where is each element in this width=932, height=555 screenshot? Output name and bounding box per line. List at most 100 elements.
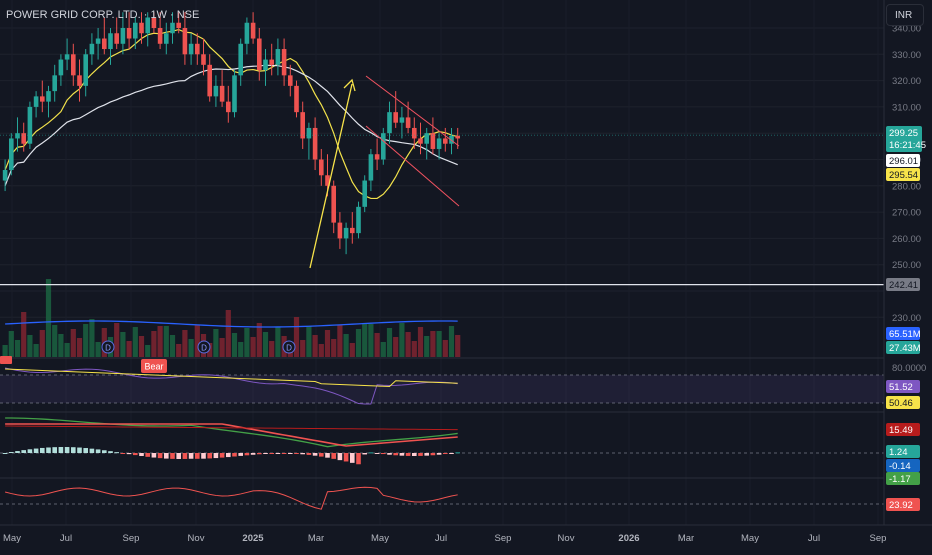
- macd-histogram-bar: [71, 447, 76, 453]
- ma-slow-tag: 296.01: [889, 156, 918, 167]
- macd-histogram-bar: [2, 453, 8, 454]
- x-tick-label: Nov: [188, 533, 205, 544]
- x-tick-label: May: [741, 533, 759, 544]
- macd-histogram-bar: [331, 453, 336, 459]
- macd-histogram-bar: [405, 453, 411, 456]
- y-tick-label: 340.00: [892, 24, 921, 35]
- dividend-marker-icon: [101, 340, 115, 354]
- volume-bar: [76, 338, 83, 357]
- macd-histogram-bar: [418, 453, 423, 456]
- volume-bar: [355, 329, 362, 357]
- candle-body: [77, 75, 82, 86]
- candle-body: [443, 138, 448, 144]
- adx-line: [4, 486, 458, 510]
- volume-bar: [244, 328, 250, 357]
- macd-histogram-bar: [294, 453, 299, 454]
- candle-body: [418, 138, 423, 144]
- y-tick-label: 310.00: [892, 102, 921, 113]
- macd-histogram-bar: [232, 453, 237, 457]
- volume-bar: [324, 330, 331, 357]
- volume-bar: [151, 331, 157, 357]
- y-tick-label: 280.00: [892, 181, 921, 192]
- candle-body: [263, 59, 268, 71]
- macd-histogram-bar: [343, 453, 349, 462]
- candle-body: [455, 135, 460, 139]
- candle-body: [114, 33, 119, 44]
- candle-body: [269, 59, 274, 65]
- volume-bar: [293, 317, 300, 357]
- volume-ma-line: [5, 320, 458, 328]
- x-tick-label: Sep: [123, 533, 140, 544]
- macd-histogram-bar: [424, 453, 429, 456]
- macd-histogram-bar: [325, 453, 330, 458]
- volume-bar: [114, 323, 120, 357]
- volume-tag-bg: [886, 341, 920, 354]
- oscillator-signal-tag-bg: [886, 396, 920, 409]
- volume-bar: [430, 331, 436, 357]
- macd-histogram-bar: [46, 447, 51, 453]
- y-tick-label: 80.0000: [892, 363, 926, 374]
- macd-histogram-bar: [108, 451, 113, 453]
- volume-bar: [417, 327, 424, 357]
- y-tick-label: 270.00: [892, 208, 921, 219]
- candle-body: [319, 159, 324, 176]
- y-tick-label: 260.00: [892, 234, 921, 245]
- candle-body: [337, 222, 343, 239]
- currency-button[interactable]: INR: [886, 4, 924, 26]
- dividend-marker-label: D: [201, 344, 207, 353]
- macd-histogram-bar: [188, 453, 194, 459]
- candle-body: [151, 17, 157, 28]
- macd-histogram-bar: [15, 451, 20, 453]
- candle-body: [40, 96, 45, 102]
- candle-body: [170, 22, 175, 34]
- volume-bar: [194, 325, 200, 357]
- price-axis: [884, 0, 932, 550]
- candle-body: [387, 112, 392, 134]
- candle-body: [393, 112, 398, 123]
- volume-bar: [393, 337, 399, 357]
- volume-bar: [238, 342, 244, 357]
- volume-bar: [138, 336, 145, 357]
- candle-body: [405, 117, 411, 128]
- y-tick-label: 320.00: [892, 76, 921, 87]
- ma-fast-tag-bg: [886, 168, 920, 181]
- x-tick-label: Jul: [808, 533, 820, 544]
- macd-histogram-bar: [374, 453, 380, 454]
- macd-histogram-bar: [226, 453, 231, 458]
- adx-value-tag: 23.92: [889, 500, 913, 511]
- x-tick-label: Jul: [435, 533, 447, 544]
- volume-bar: [405, 332, 411, 357]
- bear-badge-label: Bear: [144, 362, 163, 372]
- macd-line-tag-bg: [886, 472, 920, 485]
- candle-body: [374, 154, 380, 160]
- volume-bar: [380, 342, 386, 357]
- candle-body: [381, 133, 386, 160]
- macd-histogram-bar: [201, 453, 206, 459]
- volume-bar: [337, 325, 343, 357]
- volume-bar: [300, 340, 306, 357]
- candle-body: [232, 75, 237, 113]
- oscillator-value-tag-bg: [886, 380, 920, 393]
- oscillator-signal-tag: 50.46: [889, 398, 913, 409]
- macd-histogram-bar: [250, 453, 256, 455]
- bear-badge-partial: [0, 356, 12, 364]
- macd-signal-tag-bg: [886, 459, 920, 472]
- macd-histogram-bar: [21, 450, 26, 453]
- dividend-marker-label: D: [286, 344, 292, 353]
- volume-bar: [70, 329, 76, 357]
- macd-long-line: [5, 425, 458, 431]
- volume-bar: [182, 330, 188, 357]
- candle-body: [356, 206, 361, 234]
- macd-histogram-bar: [399, 453, 405, 456]
- macd-hist-tag: 1.24: [889, 447, 908, 458]
- volume-bar: [120, 332, 126, 357]
- macd-histogram-bar: [151, 453, 157, 458]
- volume-bar: [52, 325, 58, 357]
- candle-body: [250, 22, 256, 39]
- volume-bar: [83, 324, 89, 357]
- oscillator-value-tag: 51.52: [889, 382, 913, 393]
- volume-bar: [343, 334, 349, 357]
- candle-body: [436, 138, 442, 149]
